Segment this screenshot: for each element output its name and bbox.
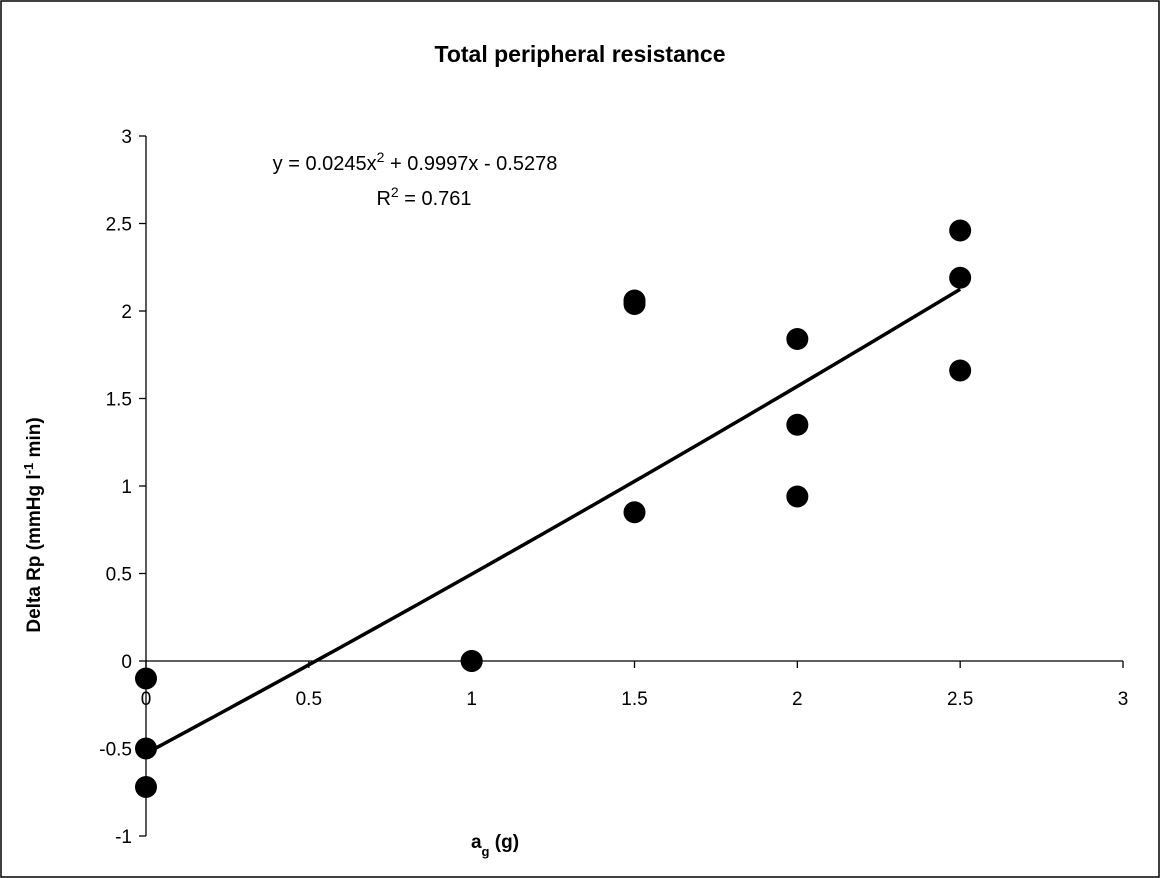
y-axis-label-sup: -1 <box>21 463 36 475</box>
y-tick-label: 1 <box>121 477 132 498</box>
x-axis-label-sub: g <box>482 844 490 859</box>
trendline-equation-part2: + 0.9997x - 0.5278 <box>384 153 557 175</box>
data-point <box>623 293 646 315</box>
trendline-r2: R2 = 0.761 <box>376 184 471 210</box>
chart-title: Total peripheral resistance <box>434 41 725 67</box>
trendline-equation: y = 0.0245x2 + 0.9997x - 0.5278 <box>273 149 558 175</box>
y-axis-label: Delta Rp (mmHg l-1 min) <box>21 417 46 632</box>
y-tick-label: 0.5 <box>106 565 132 586</box>
trendline-equation-sup: 2 <box>377 149 385 165</box>
y-tick-label: 0 <box>121 652 132 673</box>
x-axis-label: ag (g) <box>471 832 519 859</box>
data-point <box>135 737 157 760</box>
x-tick-label: 1 <box>466 689 477 710</box>
trendline-equation-part1: y = 0.0245x <box>273 153 377 175</box>
trendline-r2-part2: = 0.761 <box>399 188 472 210</box>
x-tick-label: 2.5 <box>947 689 973 710</box>
y-axis-label-rest: min) <box>24 417 45 462</box>
y-tick-label: 2 <box>121 302 132 323</box>
points-layer <box>135 219 972 798</box>
data-point <box>786 485 809 508</box>
data-point <box>135 667 157 690</box>
x-tick-label: 2 <box>792 689 803 710</box>
trendline-r2-sup: 2 <box>391 184 399 200</box>
trendline-layer <box>145 287 962 755</box>
trendline-r2-part1: R <box>376 188 390 210</box>
data-point <box>460 650 483 672</box>
x-tick-label: 0.5 <box>296 689 322 710</box>
data-point <box>786 328 809 350</box>
x-tick-label: 1.5 <box>621 689 647 710</box>
data-point <box>135 776 157 798</box>
x-axis-label-main: a <box>471 832 482 853</box>
y-axis-label-main: Delta Rp (mmHg l <box>24 474 45 632</box>
x-tick-label: 0 <box>141 689 152 710</box>
y-tick-label: -0.5 <box>99 740 132 761</box>
data-point <box>949 359 972 382</box>
y-tick-label: -1 <box>115 827 132 848</box>
y-tick-label: 3 <box>121 127 132 148</box>
data-point <box>786 413 809 436</box>
axes-layer: -1 -0.5 0 0.5 1 1.5 2 2.5 3 0 0.5 1 1.5 2 2.5 3 <box>99 127 1128 848</box>
data-point <box>623 501 646 524</box>
x-tick-label: 3 <box>1118 689 1129 710</box>
data-point <box>949 266 972 289</box>
data-point <box>949 219 972 242</box>
y-tick-label: 2.5 <box>106 215 132 236</box>
y-tick-label: 1.5 <box>106 390 132 411</box>
trendline <box>145 287 962 755</box>
x-axis-label-rest: (g) <box>489 832 519 853</box>
